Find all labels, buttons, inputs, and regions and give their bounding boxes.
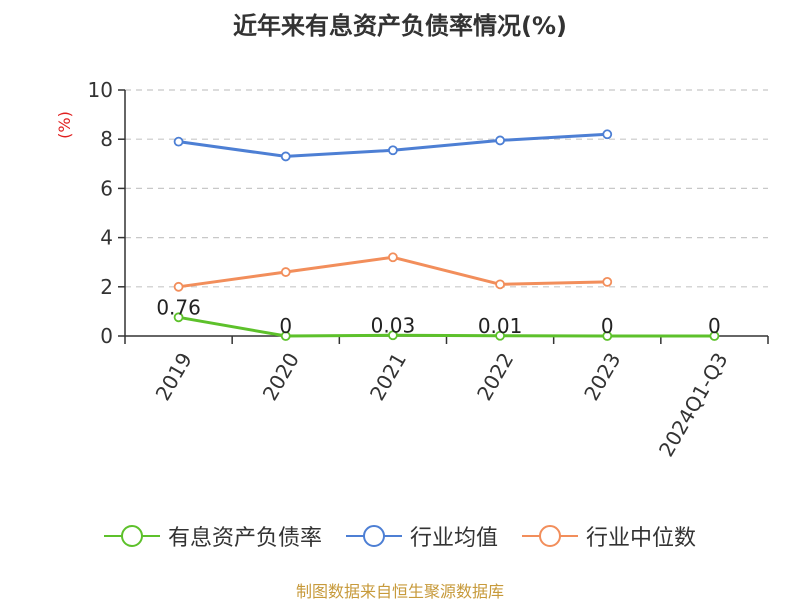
data-point bbox=[173, 312, 184, 323]
legend-label: 有息资产负债率 bbox=[167, 526, 322, 551]
chart-title: 近年来有息资产负债率情况(%) bbox=[233, 12, 567, 40]
data-point bbox=[173, 281, 184, 292]
data-point bbox=[495, 330, 505, 341]
y-tick-label: 8 bbox=[100, 127, 113, 151]
x-tick-label: 2022 bbox=[472, 349, 518, 405]
x-tick-label: 2024Q1-Q3 bbox=[654, 349, 733, 461]
x-tick-label: 2020 bbox=[258, 349, 304, 405]
data-point bbox=[280, 331, 291, 341]
y-axis-title: (%) bbox=[55, 111, 74, 139]
data-point bbox=[388, 330, 398, 341]
legend-item[interactable]: 行业中位数 bbox=[522, 520, 696, 552]
data-point bbox=[602, 276, 613, 287]
y-tick-label: 6 bbox=[100, 176, 113, 200]
legend-item[interactable]: 行业均值 bbox=[345, 520, 498, 552]
x-tick-label: 2021 bbox=[365, 349, 411, 405]
data-label: 0 bbox=[708, 314, 721, 338]
data-point bbox=[709, 331, 720, 341]
data-point bbox=[388, 145, 398, 156]
legend-item[interactable]: 有息资产负债率 bbox=[103, 520, 322, 552]
data-label: 0 bbox=[279, 314, 292, 338]
x-tick-label: 2023 bbox=[579, 349, 625, 405]
data-point bbox=[495, 279, 505, 290]
y-tick-label: 10 bbox=[88, 78, 113, 102]
legend-line-marker-icon bbox=[103, 525, 160, 547]
y-tick-label: 4 bbox=[100, 226, 113, 250]
legend-line-marker-icon bbox=[345, 525, 402, 547]
data-label: 0.76 bbox=[156, 295, 201, 319]
legend-line-marker-icon bbox=[522, 525, 578, 547]
data-point bbox=[495, 135, 505, 146]
data-point bbox=[280, 267, 291, 277]
data-point bbox=[602, 129, 613, 140]
series-line bbox=[178, 315, 715, 338]
data-point bbox=[173, 136, 184, 147]
data-point bbox=[280, 151, 291, 162]
chart-legend: 有息资产负债率 行业均值 行业中位数 bbox=[0, 520, 800, 552]
data-label: 0.03 bbox=[371, 313, 416, 337]
legend-label: 行业中位数 bbox=[586, 526, 697, 551]
legend-label: 行业均值 bbox=[409, 526, 498, 551]
y-tick-label: 0 bbox=[100, 324, 113, 348]
data-point bbox=[602, 331, 613, 341]
y-tick-label: 2 bbox=[100, 275, 113, 299]
data-label: 0 bbox=[601, 314, 614, 338]
source-note: 制图数据来自恒生聚源数据库 bbox=[295, 582, 504, 601]
x-tick-label: 2019 bbox=[151, 349, 197, 405]
data-label: 0.01 bbox=[478, 314, 523, 338]
data-point bbox=[388, 252, 398, 263]
